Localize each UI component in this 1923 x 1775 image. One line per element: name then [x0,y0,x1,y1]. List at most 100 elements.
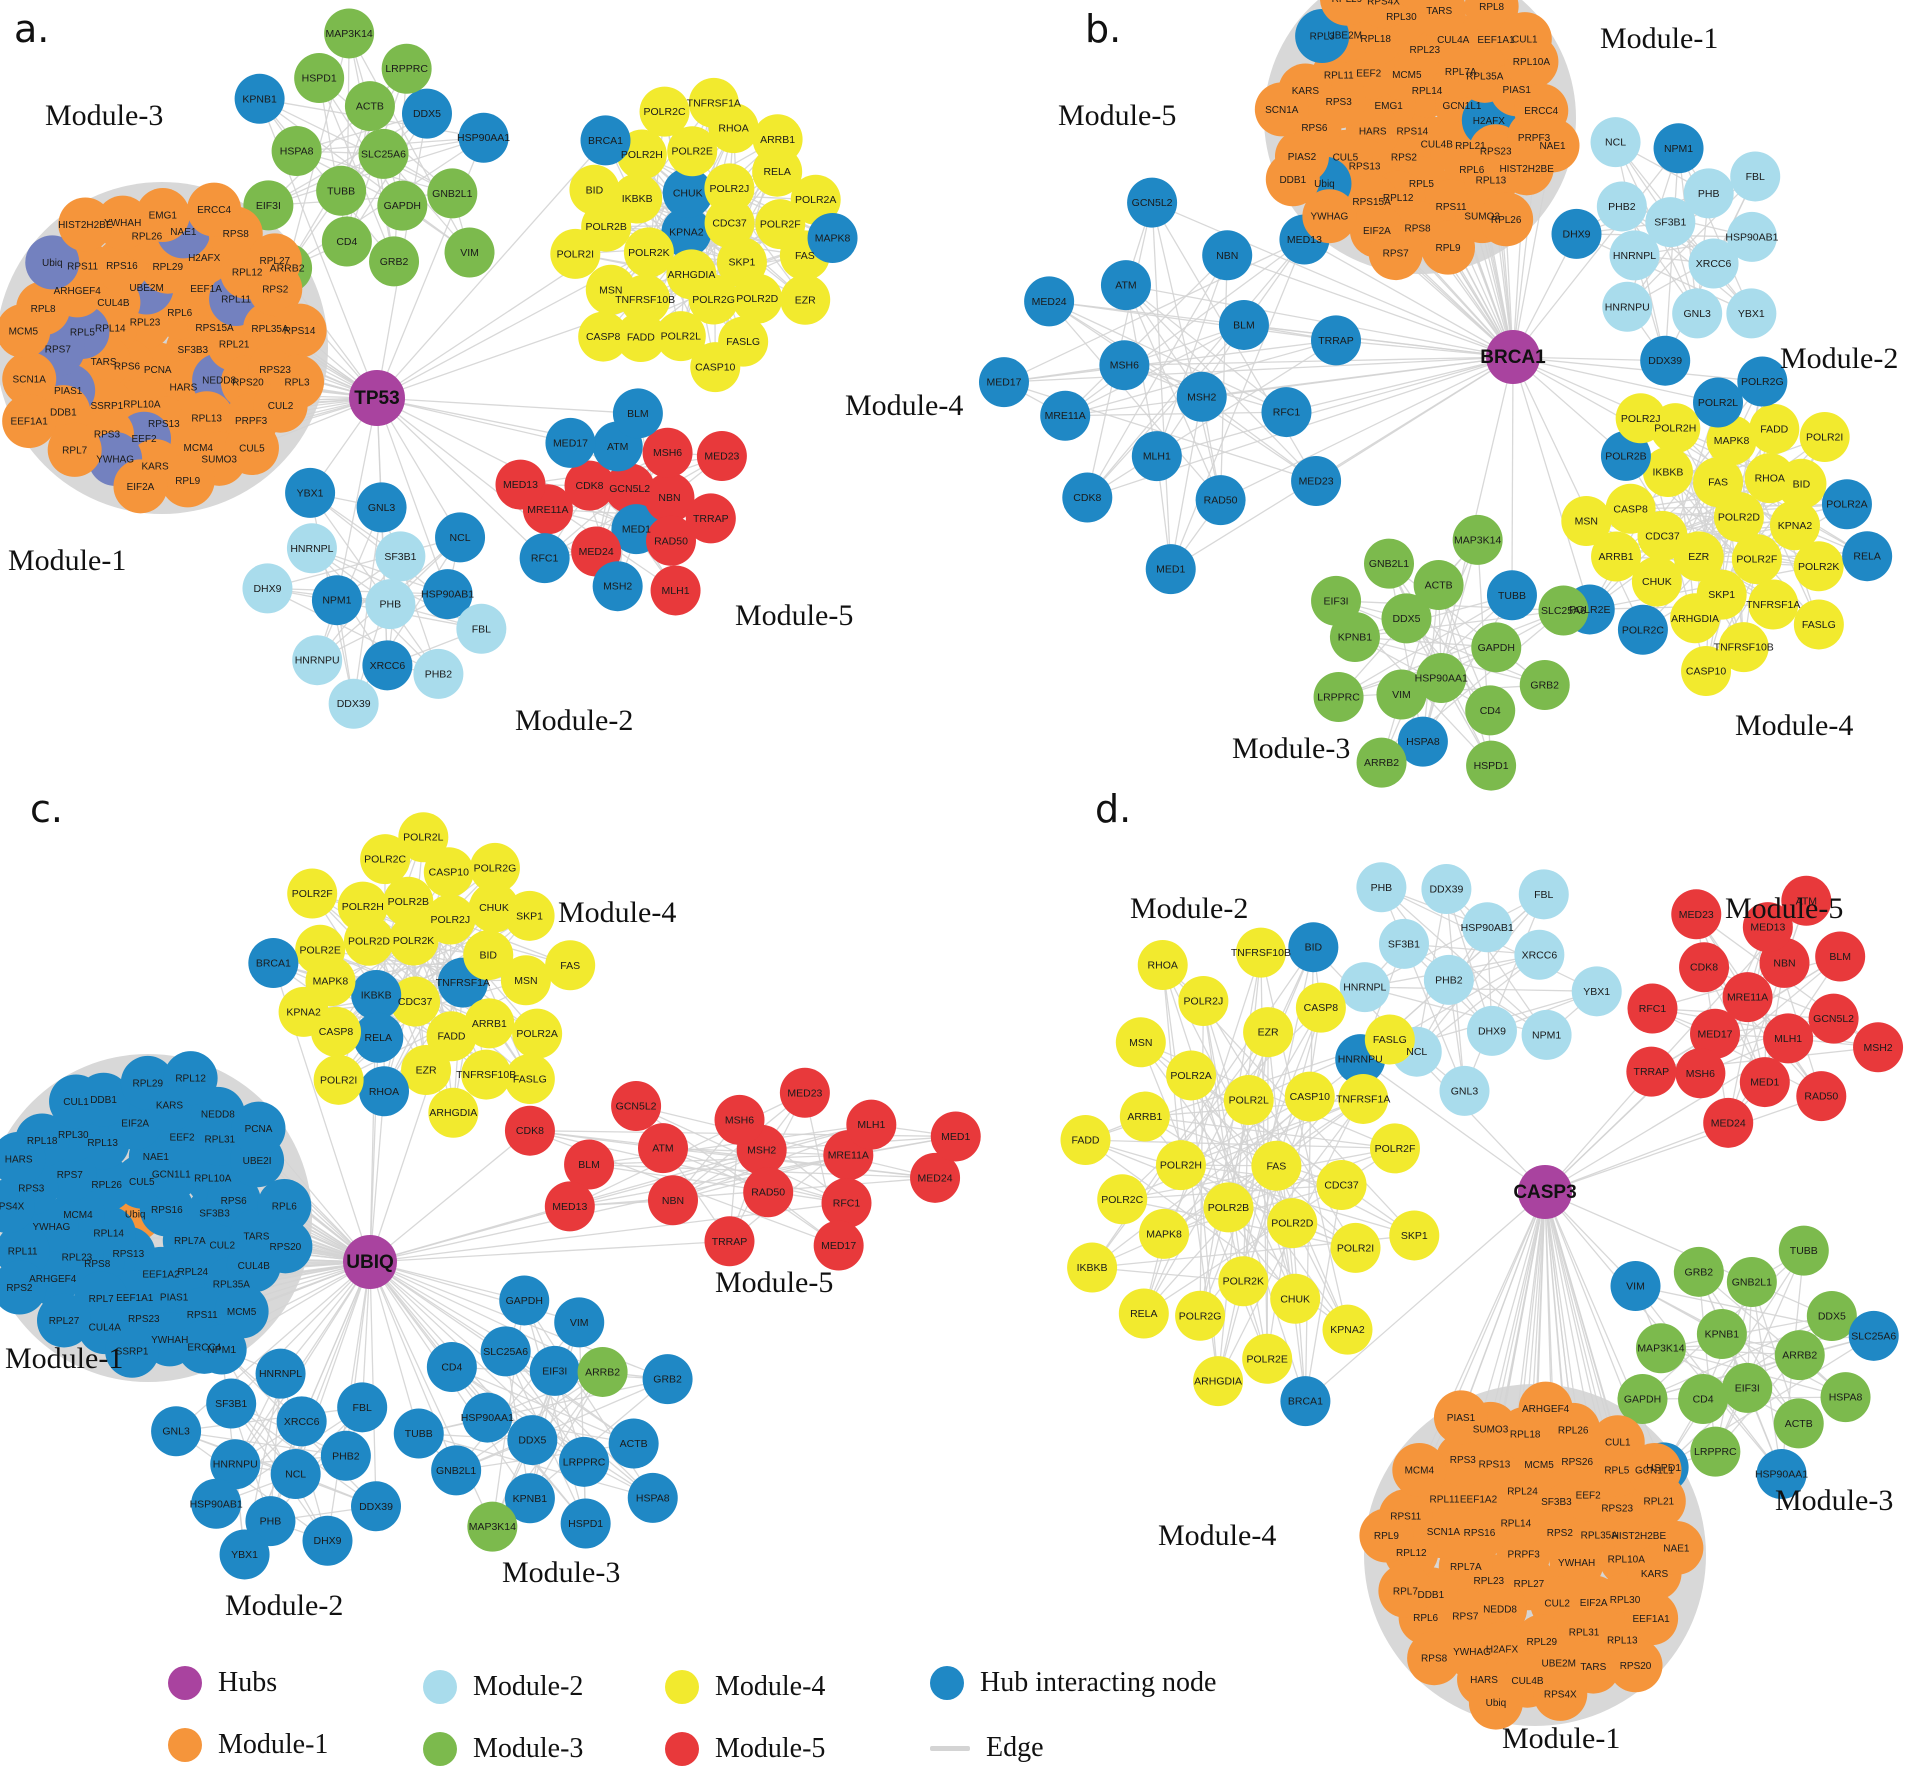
node-KPNA2[interactable] [1322,1304,1373,1355]
node-SF3B1[interactable] [1645,197,1696,248]
node-POLR2K[interactable] [388,915,439,966]
node-ACTB[interactable] [344,81,395,132]
node-HSPA8[interactable] [627,1472,678,1523]
node-RPS2[interactable] [0,1260,47,1315]
node-MLH1[interactable] [1131,431,1182,482]
node-FBL[interactable] [1518,869,1569,920]
node-GCN5L2[interactable] [1808,993,1859,1044]
node-HSP90AA1[interactable] [462,1392,513,1443]
node-RPS8[interactable] [1407,1631,1462,1686]
node-RHOA[interactable] [359,1066,410,1117]
node-HSPD1[interactable] [294,53,345,104]
node-POLR2B[interactable] [1600,430,1651,481]
node-YBX1[interactable] [1571,966,1622,1017]
node-EZR[interactable] [1673,531,1724,582]
node-MSH6[interactable] [1675,1048,1726,1099]
node-MSN[interactable] [1561,495,1612,546]
node-BLM[interactable] [612,388,663,439]
node-CUL1[interactable] [1497,12,1552,67]
node-KPNB1[interactable] [1696,1309,1747,1360]
node-RPL6[interactable] [257,1179,312,1234]
node-FADD[interactable] [615,312,666,363]
node-POLR2F[interactable] [1369,1123,1420,1174]
node-KPNA2[interactable] [278,986,329,1037]
node-FADD[interactable] [1749,403,1800,454]
node-FAS[interactable] [545,940,596,991]
node-MRE11A[interactable] [1722,972,1773,1023]
node-ARHGEF4[interactable] [1518,1381,1573,1436]
node-MED1[interactable] [930,1111,981,1162]
node-LRPPRC[interactable] [1690,1426,1741,1477]
node-YBX1[interactable] [285,467,336,518]
node-TNFRSF10B[interactable] [1235,927,1286,978]
node-CASP8[interactable] [1605,483,1656,534]
hub-CASP3[interactable] [1518,1165,1572,1219]
node-SKP1[interactable] [504,890,555,941]
node-ERCC4[interactable] [187,182,242,237]
node-RPL7[interactable] [1378,1563,1433,1618]
node-TRRAP[interactable] [685,493,736,544]
node-BID[interactable] [463,930,514,981]
node-NPM1[interactable] [1521,1009,1572,1060]
node-RPL9[interactable] [160,453,215,508]
node-FBL[interactable] [456,603,507,654]
node-MED17[interactable] [545,417,596,468]
node-TRRAP[interactable] [1311,315,1362,366]
node-POLR2F[interactable] [1731,534,1782,585]
node-MCM4[interactable] [1392,1442,1447,1497]
node-GNB2L1[interactable] [431,1445,482,1496]
node-DHX9[interactable] [1466,1005,1517,1056]
node-SLC25A6[interactable] [1848,1310,1899,1361]
node-NBN[interactable] [647,1175,698,1226]
node-HSPD1[interactable] [1466,740,1517,791]
node-XRCC6[interactable] [362,640,413,691]
node-CASP8[interactable] [1295,982,1346,1033]
node-PHB2[interactable] [1423,954,1474,1005]
node-SF3B1[interactable] [206,1378,257,1429]
node-POLR2A[interactable] [790,174,841,225]
node-EZR[interactable] [1243,1007,1294,1058]
node-POLR2B[interactable] [383,876,434,927]
node-HSPA8[interactable] [271,125,322,176]
node-NPM1[interactable] [1653,123,1704,174]
node-SLC25A6[interactable] [358,128,409,179]
node-CASP8[interactable] [578,311,629,362]
node-CASP10[interactable] [1284,1071,1335,1122]
node-CHUK[interactable] [1631,556,1682,607]
node-MED24[interactable] [1703,1097,1754,1148]
node-HSPA8[interactable] [1820,1372,1871,1423]
node-VIM[interactable] [554,1297,605,1348]
node-SKP1[interactable] [1389,1210,1440,1261]
node-ARRB2[interactable] [1356,737,1407,788]
node-MCM5[interactable] [0,303,51,358]
hub-TP53[interactable] [349,370,405,426]
node-RPL12[interactable] [163,1051,218,1106]
node-POLR2I[interactable] [550,228,601,279]
node-HSP90AB1[interactable] [1462,902,1513,953]
node-HNRNPL[interactable] [1339,962,1390,1013]
node-RFC1[interactable] [1261,387,1312,438]
node-GNL3[interactable] [1672,288,1723,339]
node-GNB2L1[interactable] [427,168,478,219]
node-RPS7[interactable] [1368,226,1423,281]
node-POLR2C[interactable] [1097,1174,1148,1225]
node-MRE11A[interactable] [1040,390,1091,441]
hub-BRCA1[interactable] [1486,330,1540,384]
node-MED23[interactable] [1671,889,1722,940]
node-HSP90AB1[interactable] [191,1478,242,1529]
node-POLR2L[interactable] [1223,1075,1274,1126]
node-XRCC6[interactable] [276,1396,327,1447]
node-ACTB[interactable] [1773,1398,1824,1449]
node-MAP3K14[interactable] [1452,514,1503,565]
node-TRRAP[interactable] [704,1216,755,1267]
node-YBX1[interactable] [219,1529,270,1580]
node-GNL3[interactable] [151,1406,202,1457]
node-FBL[interactable] [1730,151,1781,202]
node-RPS20[interactable] [1608,1638,1663,1693]
node-TUBB[interactable] [393,1408,444,1459]
node-CASP10[interactable] [690,342,741,393]
node-LRPPRC[interactable] [1313,671,1364,722]
node-LRPPRC[interactable] [381,43,432,94]
hub-UBIQ[interactable] [343,1235,397,1289]
node-POLR2F[interactable] [287,868,338,919]
